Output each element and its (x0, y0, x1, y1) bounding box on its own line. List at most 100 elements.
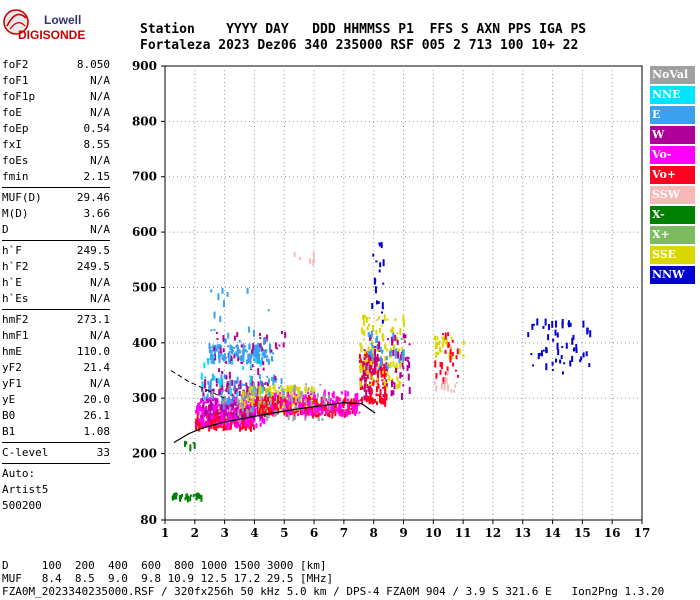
echo-point-sse (312, 397, 315, 405)
echo-point-e (371, 353, 374, 360)
echo-point-vo- (278, 401, 281, 404)
echo-point-e (221, 398, 224, 402)
echo-point-e (370, 343, 373, 346)
echo-point-nnw (569, 360, 572, 367)
echo-point-w (251, 349, 254, 354)
echo-point-vo- (451, 339, 454, 343)
echo-point-e (226, 397, 229, 405)
echo-point-e (266, 375, 269, 378)
echo-point-vo- (367, 357, 370, 364)
echo-point-vo- (234, 414, 237, 418)
echo-point-sse (392, 360, 395, 367)
echo-point-sse (359, 342, 362, 346)
echo-point-vo- (335, 408, 338, 412)
echo-point-nnw (551, 361, 554, 366)
echo-point-sse (304, 387, 307, 392)
echo-point-vo- (314, 409, 317, 415)
electron-density-profile (173, 402, 376, 444)
echo-point-sse (272, 386, 275, 389)
echo-point-nnw (547, 334, 550, 341)
echo-point-sse (367, 366, 370, 370)
echo-point-vo- (339, 409, 342, 415)
echo-point-vo- (268, 406, 271, 412)
echo-point-nnw (378, 269, 381, 273)
echo-point-vo- (290, 412, 293, 415)
echo-point-w (375, 380, 378, 383)
echo-point-w (215, 331, 218, 334)
echo-point-w (262, 367, 265, 371)
parameter-label: yF2 (2, 361, 22, 374)
echo-point-noval (255, 389, 258, 395)
echo-point-e (233, 380, 236, 387)
echo-point-vo- (263, 418, 266, 425)
trace-line-dashed (170, 370, 225, 399)
parameter-row: B0 26.1 (2, 408, 110, 424)
echo-point-sse (385, 348, 388, 352)
echo-point-vo- (216, 422, 219, 428)
echo-point-w (223, 416, 226, 419)
echo-point-nnw (547, 324, 550, 331)
echo-point-ssw (309, 258, 312, 264)
echo-point-vo- (234, 420, 237, 425)
echo-point-w (201, 397, 204, 401)
echo-point-vo- (200, 398, 203, 403)
echo-point-e (247, 353, 250, 358)
echo-point-e (218, 361, 221, 364)
echo-point-vo- (332, 407, 335, 410)
echo-point-vo- (261, 401, 264, 409)
echo-point-e (231, 400, 234, 404)
echo-point-e (211, 394, 214, 400)
legend-item: X- (650, 206, 695, 224)
echo-point-vo- (203, 410, 206, 417)
echo-point-noval (310, 390, 313, 393)
echo-point-sse (399, 361, 402, 369)
echo-point-vo- (379, 388, 382, 395)
polarization-legend: NoVal NNE E W Vo- Vo+ SSW X- X+ SSE NNW (650, 66, 695, 286)
echo-point-sse (386, 370, 389, 376)
parameter-row: h`E N/A (2, 275, 110, 291)
echo-point-e (220, 351, 223, 357)
echo-point-vo- (244, 420, 247, 428)
echo-point-vo- (198, 407, 201, 412)
echo-point-e (263, 352, 266, 359)
echo-point-e (210, 289, 213, 293)
echo-point-e (210, 349, 213, 357)
x-tick-label: 14 (544, 526, 561, 540)
parameter-label: B1 (2, 425, 16, 438)
echo-point-vo- (195, 407, 198, 410)
echo-point-w (228, 371, 231, 379)
echo-point-w (212, 411, 215, 414)
echo-point-w (406, 365, 409, 372)
echo-point-w (408, 361, 411, 369)
parameter-label: hmE (2, 345, 22, 358)
echo-point-e (220, 390, 223, 396)
echo-point-noval (210, 393, 213, 397)
parameter-value: 20.0 (83, 393, 111, 406)
echo-point-e (253, 345, 256, 351)
echo-point-vo- (248, 421, 251, 427)
echo-point-noval (240, 403, 243, 406)
echo-point-vo- (444, 332, 447, 340)
echo-point-noval (282, 392, 285, 399)
echo-point-vo- (365, 395, 368, 403)
parameter-row: D N/A (2, 222, 110, 238)
echo-point-vo- (196, 412, 199, 420)
echo-point-vo- (361, 361, 364, 365)
echo-point-noval (328, 403, 331, 411)
echo-point-vo- (306, 401, 309, 406)
echo-point-noval (319, 383, 322, 386)
echo-point-vo- (355, 398, 358, 405)
echo-point-vo- (302, 408, 305, 411)
echo-point-vo- (329, 409, 332, 413)
echo-point-w (365, 362, 368, 370)
echo-point-vo- (346, 391, 349, 397)
parameter-label: hmF2 (2, 313, 29, 326)
echo-point-vo- (256, 401, 259, 404)
echo-point-vo- (200, 420, 203, 425)
echo-point-w (406, 356, 409, 360)
echo-point-noval (273, 410, 276, 417)
echo-point-w (263, 403, 266, 411)
echo-point-e (232, 349, 235, 352)
echo-point-ssw (455, 381, 458, 384)
echo-point-vo- (229, 423, 232, 430)
